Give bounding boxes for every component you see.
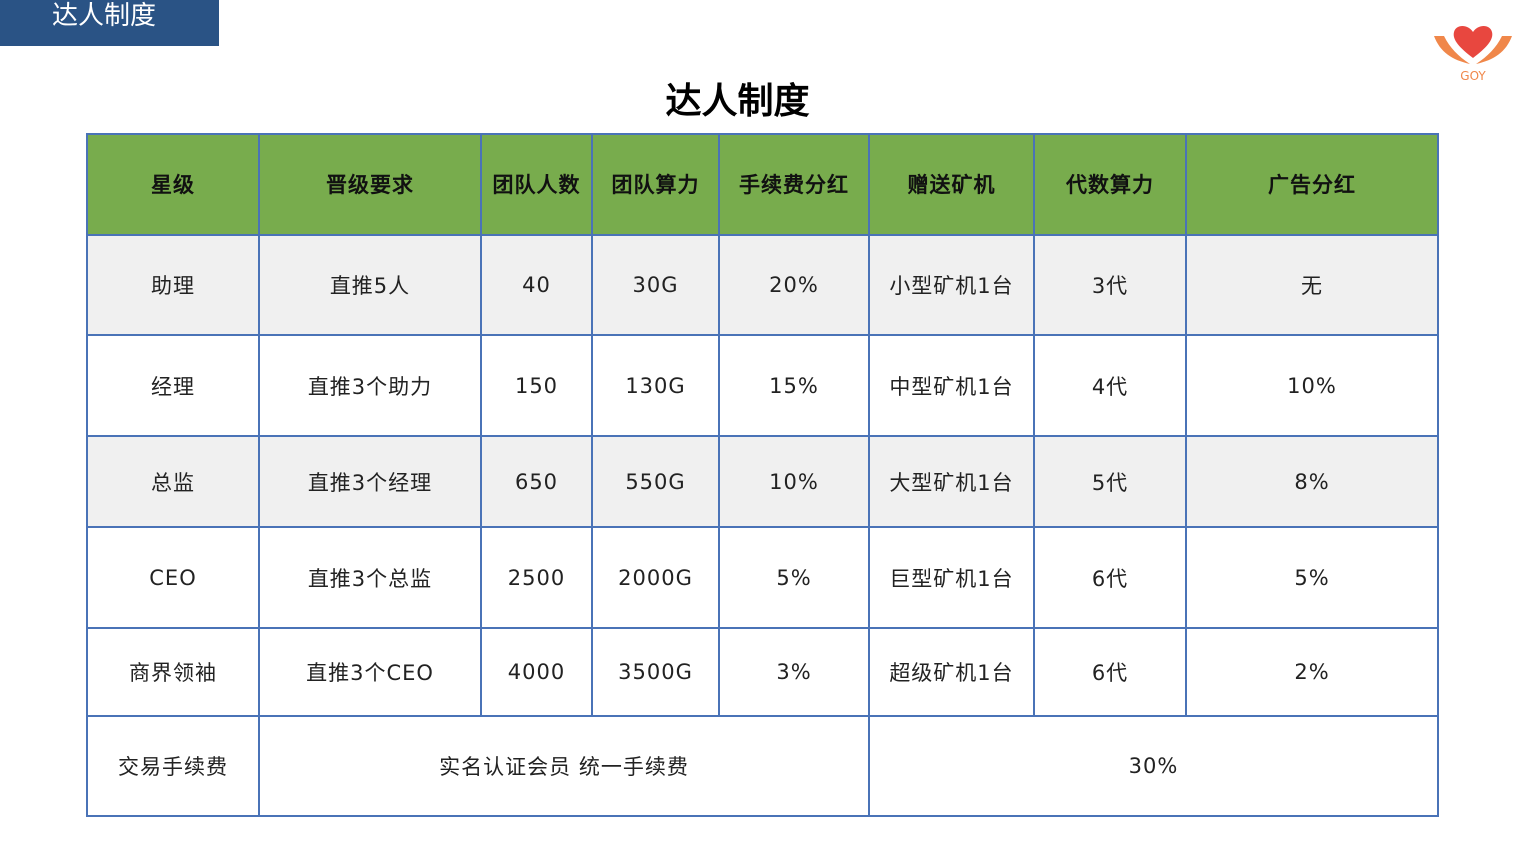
table-row: 总监 直推3个经理 650 550G 10% 大型矿机1台 5代 8% [86, 435, 1439, 528]
cell-requirement: 直推3个经理 [258, 435, 482, 528]
goy-logo: GOY [1430, 18, 1515, 86]
table-row: 商界领袖 直推3个CEO 4000 3500G 3% 超级矿机1台 6代 2% [86, 627, 1439, 717]
cell-fee-dividend: 3% [718, 627, 870, 717]
cell-team-size: 4000 [480, 627, 593, 717]
cell-fee-dividend: 20% [718, 234, 870, 336]
cell-fee-description: 实名认证会员 统一手续费 [258, 715, 870, 817]
cell-gift-miner: 超级矿机1台 [868, 627, 1035, 717]
cell-team-size: 40 [480, 234, 593, 336]
cell-generation-power: 6代 [1033, 526, 1187, 629]
cell-team-power: 2000G [591, 526, 720, 629]
logo-text: GOY [1460, 69, 1486, 83]
cell-team-power: 130G [591, 334, 720, 437]
cell-generation-power: 5代 [1033, 435, 1187, 528]
cell-team-size: 150 [480, 334, 593, 437]
cell-requirement: 直推3个助力 [258, 334, 482, 437]
table-row: 经理 直推3个助力 150 130G 15% 中型矿机1台 4代 10% [86, 334, 1439, 437]
cell-requirement: 直推3个总监 [258, 526, 482, 629]
cell-fee-dividend: 5% [718, 526, 870, 629]
cell-requirement: 直推5人 [258, 234, 482, 336]
cell-fee-dividend: 15% [718, 334, 870, 437]
page-title: 达人制度 [665, 81, 810, 122]
col-header-team-size: 团队人数 [480, 133, 593, 236]
cell-ad-dividend: 2% [1185, 627, 1439, 717]
cell-ad-dividend: 5% [1185, 526, 1439, 629]
table-header-row: 星级 晋级要求 团队人数 团队算力 手续费分红 赠送矿机 代数算力 广告分红 [86, 133, 1439, 236]
cell-requirement: 直推3个CEO [258, 627, 482, 717]
col-header-team-power: 团队算力 [591, 133, 720, 236]
cell-team-size: 2500 [480, 526, 593, 629]
cell-team-power: 550G [591, 435, 720, 528]
cell-gift-miner: 中型矿机1台 [868, 334, 1035, 437]
cell-generation-power: 3代 [1033, 234, 1187, 336]
cell-gift-miner: 巨型矿机1台 [868, 526, 1035, 629]
col-header-requirement: 晋级要求 [258, 133, 482, 236]
table-row: 助理 直推5人 40 30G 20% 小型矿机1台 3代 无 [86, 234, 1439, 336]
cell-ad-dividend: 无 [1185, 234, 1439, 336]
cell-fee-dividend: 10% [718, 435, 870, 528]
cell-level: 商界领袖 [86, 627, 260, 717]
cell-fee-label: 交易手续费 [86, 715, 260, 817]
star-level-table: 星级 晋级要求 团队人数 团队算力 手续费分红 赠送矿机 代数算力 广告分红 助… [86, 133, 1439, 817]
cell-generation-power: 4代 [1033, 334, 1187, 437]
col-header-ad-dividend: 广告分红 [1185, 133, 1439, 236]
cell-team-power: 3500G [591, 627, 720, 717]
cell-level: 总监 [86, 435, 260, 528]
cell-gift-miner: 大型矿机1台 [868, 435, 1035, 528]
col-header-fee-dividend: 手续费分红 [718, 133, 870, 236]
heart-hands-icon: GOY [1434, 26, 1512, 83]
table-row: CEO 直推3个总监 2500 2000G 5% 巨型矿机1台 6代 5% [86, 526, 1439, 629]
section-tab-label: 达人制度 [52, 1, 157, 31]
cell-level: 助理 [86, 234, 260, 336]
section-tab: 达人制度 [0, 0, 219, 46]
col-header-gift-miner: 赠送矿机 [868, 133, 1035, 236]
cell-ad-dividend: 10% [1185, 334, 1439, 437]
table-footer-row: 交易手续费 实名认证会员 统一手续费 30% [86, 715, 1439, 817]
col-header-level: 星级 [86, 133, 260, 236]
cell-team-size: 650 [480, 435, 593, 528]
cell-level: CEO [86, 526, 260, 629]
cell-gift-miner: 小型矿机1台 [868, 234, 1035, 336]
cell-ad-dividend: 8% [1185, 435, 1439, 528]
cell-team-power: 30G [591, 234, 720, 336]
cell-fee-value: 30% [868, 715, 1439, 817]
cell-generation-power: 6代 [1033, 627, 1187, 717]
col-header-generation-power: 代数算力 [1033, 133, 1187, 236]
cell-level: 经理 [86, 334, 260, 437]
